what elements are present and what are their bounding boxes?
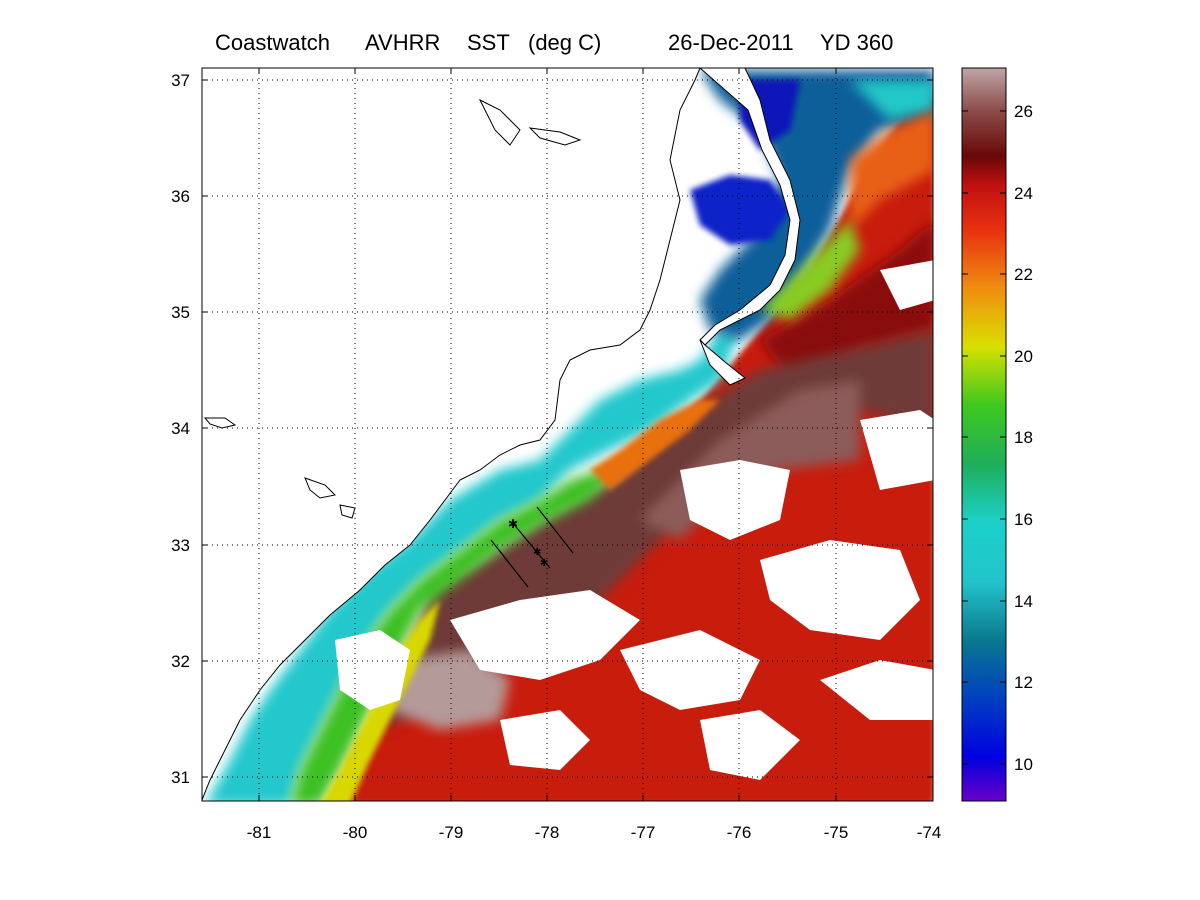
lon-axis-labels: -81 -80 -79 -78 -77 -76 -75 -74 (247, 823, 942, 842)
station-marker-1: ✱ (508, 517, 518, 531)
lon-tick-label: -75 (824, 823, 849, 842)
plot-frame (201, 67, 934, 802)
orange-front (590, 400, 720, 490)
cloud-mask-g (880, 260, 933, 310)
lon-tick-label: -81 (247, 823, 272, 842)
cloud-mask-h (500, 710, 590, 770)
colorbar-tick-label: 10 (1014, 755, 1033, 774)
shelf-green-band (291, 470, 620, 801)
colorbar-tick-label: 18 (1014, 428, 1033, 447)
cloud-mask-f (860, 410, 933, 490)
cloud-mask-j (820, 660, 933, 720)
lon-tick-label: -80 (343, 823, 368, 842)
colorbar-tick-label: 16 (1014, 510, 1033, 529)
lat-tick-label: 34 (171, 419, 190, 438)
station-marker-2: ✱ (533, 547, 541, 558)
lon-tick-label: -79 (439, 823, 464, 842)
lon-tick-label: -74 (917, 823, 942, 842)
coast-detail-2 (528, 127, 582, 146)
colorbar-ticks (962, 110, 1006, 765)
coast-detail-3 (304, 477, 337, 499)
title-variable: SST (467, 30, 510, 55)
land-cape-lookout (699, 339, 746, 386)
title-sensor: AVHRR (365, 30, 441, 55)
title-yearday: YD 360 (820, 30, 894, 55)
map-grid (202, 68, 933, 801)
title-source: Coastwatch (215, 30, 330, 55)
tick-marks (202, 68, 933, 801)
lat-tick-label: 35 (171, 303, 190, 322)
lon-tick-label: -78 (535, 823, 560, 842)
sound-cold-water (690, 175, 790, 245)
lat-tick-label: 32 (171, 652, 190, 671)
lat-tick-label: 33 (171, 536, 190, 555)
colorbar-labels: 26 24 22 20 18 16 14 12 10 (1014, 102, 1033, 774)
colorbar-tick-label: 12 (1014, 673, 1033, 692)
cloud-mask-c (620, 630, 760, 710)
lon-tick-label: -76 (727, 823, 752, 842)
northern-shelf-water (700, 70, 933, 340)
lat-axis-labels: 37 36 35 34 33 32 31 (171, 71, 190, 787)
colorbar-tick-label: 20 (1014, 347, 1033, 366)
colorbar-tick-label: 24 (1014, 184, 1033, 203)
cloud-mask-b (450, 590, 640, 680)
map-title: Coastwatch AVHRR SST (deg C) 26-Dec-2011… (215, 30, 935, 60)
cloud-mask-d (680, 460, 790, 540)
station-marker-3: ✱ (540, 558, 548, 569)
lon-tick-label: -77 (631, 823, 656, 842)
transect-line-2 (490, 539, 529, 588)
colorbar-gradient (961, 67, 1007, 802)
cloud-mask-e (760, 540, 920, 640)
lat-tick-label: 36 (171, 187, 190, 206)
colorbar-tick-label: 26 (1014, 102, 1033, 121)
coast-detail-1 (478, 98, 521, 146)
colorbar-tick-label: 22 (1014, 265, 1033, 284)
cloud-mask-a (335, 630, 410, 710)
shelf-green-north (760, 220, 860, 320)
land-outer-banks (699, 68, 801, 346)
transect-line-3 (511, 521, 551, 569)
shelf-orange-north (850, 110, 933, 230)
lat-tick-label: 31 (171, 768, 190, 787)
sst-field: ✱ ✱ ✱ (202, 68, 933, 801)
title-date: 26-Dec-2011 (668, 30, 794, 55)
northern-cyan-coastal (850, 80, 933, 120)
coast-detail-5 (203, 417, 237, 429)
dark-red-band (760, 221, 933, 380)
colorbar-tick-label: 14 (1014, 592, 1033, 611)
coast-detail-4 (339, 504, 356, 519)
cloud-mask-i (700, 710, 800, 780)
lat-tick-label: 37 (171, 71, 190, 90)
title-unit: (deg C) (528, 30, 602, 55)
